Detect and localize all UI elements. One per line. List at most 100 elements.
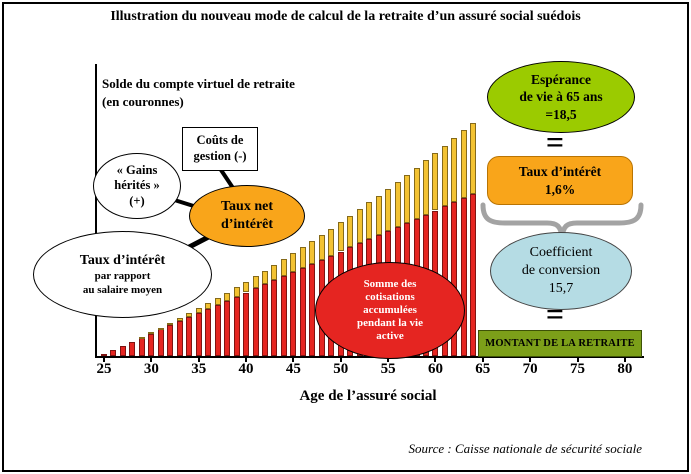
bar-interest-segment xyxy=(309,241,316,264)
taux-net-line2: d’intérêt xyxy=(220,217,274,232)
bar-interest-segment xyxy=(148,332,155,335)
bar-contributions-segment xyxy=(271,280,278,356)
bar-contributions-segment xyxy=(214,304,221,356)
y-axis-label-line2: (en couronnes) xyxy=(102,93,184,109)
cotisations-bubble: Somme des cotisations accumulées pendant… xyxy=(315,262,465,359)
x-tick-label: 40 xyxy=(238,361,254,377)
bar-interest-segment xyxy=(290,253,297,272)
gains-herites-bubble: « Gains hérités » (+) xyxy=(93,153,181,219)
bar-contributions-segment xyxy=(186,317,193,356)
bar-interest-segment xyxy=(347,215,354,248)
bar-interest-segment xyxy=(252,276,259,289)
bar-contributions-segment xyxy=(470,194,477,356)
coefficient-line2: de conversion xyxy=(521,262,601,278)
bar-interest-segment xyxy=(224,292,231,301)
bar-contributions-segment xyxy=(101,354,107,356)
bar-contributions-segment xyxy=(261,284,268,356)
bar-contributions-segment xyxy=(243,292,250,356)
taux-salaire-line3: au salaire moyen xyxy=(82,283,163,296)
gains-herites-line2: hérités » xyxy=(114,178,160,193)
bar-interest-segment xyxy=(299,247,306,268)
bar-interest-segment xyxy=(280,259,287,277)
x-tick-label: 60 xyxy=(427,361,443,377)
bar-contributions-segment xyxy=(129,341,136,356)
bar-contributions-segment xyxy=(290,272,297,356)
bar-contributions-segment xyxy=(167,325,174,356)
bar-contributions-segment xyxy=(233,296,240,356)
taux-interet-box: Taux d’intérêt 1,6% xyxy=(487,156,633,205)
bar-interest-segment xyxy=(356,209,363,244)
taux-salaire-bubble: Taux d’intérêt par rapport au salaire mo… xyxy=(33,231,212,318)
x-tick-mark xyxy=(434,356,437,362)
x-tick-label: 45 xyxy=(285,361,301,377)
x-axis-title: Age de l’assuré social xyxy=(299,388,437,404)
y-axis-label: Solde du compte virtuel de retraite (en … xyxy=(102,75,352,110)
bar-interest-segment xyxy=(385,188,392,231)
bar-contributions-segment xyxy=(119,345,126,356)
bar-interest-segment xyxy=(318,234,325,260)
bar-contributions-segment xyxy=(451,202,458,356)
x-tick-mark xyxy=(623,356,626,362)
coefficient-line1: Coefficient xyxy=(529,244,593,260)
x-tick-label: 75 xyxy=(570,361,585,377)
cotisations-line2: cotisations xyxy=(365,290,415,303)
gains-herites-line1: « Gains xyxy=(116,162,158,177)
bar-interest-segment xyxy=(271,265,278,281)
x-tick-mark xyxy=(150,356,153,362)
source-caption: Source : Caisse nationale de sécurité so… xyxy=(408,441,642,456)
bar-contributions-segment xyxy=(205,308,212,356)
bar-interest-segment xyxy=(451,138,458,203)
bar-interest-segment xyxy=(460,130,467,199)
bar-contributions-segment xyxy=(224,300,231,356)
bar-interest-segment xyxy=(441,145,448,207)
bar-interest-segment xyxy=(404,174,411,223)
bar-interest-segment xyxy=(375,195,382,236)
x-tick-mark xyxy=(481,356,484,362)
x-tick-mark xyxy=(103,356,105,362)
page-title: Illustration du nouveau mode de calcul d… xyxy=(110,9,581,24)
bar-contributions-segment xyxy=(157,329,164,356)
x-tick-label: 30 xyxy=(143,361,159,377)
x-tick-label: 50 xyxy=(333,361,349,377)
bar-contributions-segment xyxy=(309,263,316,356)
couts-gestion-box: Coûts de gestion (-) xyxy=(182,127,258,171)
bar-contributions-segment xyxy=(195,313,202,356)
esperance-vie-bubble: Espérance de vie à 65 ans =18,5 xyxy=(487,61,635,133)
cotisations-line1: Somme des xyxy=(363,277,417,290)
x-tick-label: 65 xyxy=(475,361,491,377)
coefficient-line3: 15,7 xyxy=(548,281,574,297)
bar-interest-segment xyxy=(233,287,240,297)
bar-interest-segment xyxy=(394,181,401,227)
x-tick-mark xyxy=(576,356,579,362)
esperance-vie-line1: Espérance xyxy=(531,71,591,87)
bar-interest-segment xyxy=(432,152,439,211)
bar-contributions-segment xyxy=(460,198,467,356)
bar-interest-segment xyxy=(186,313,193,318)
x-tick-label: 25 xyxy=(96,361,112,377)
x-tick-label: 70 xyxy=(522,361,538,377)
cotisations-line4: pendant la vie xyxy=(356,317,423,330)
bar-contributions-segment xyxy=(252,288,259,356)
bar-interest-segment xyxy=(337,222,344,252)
x-tick-mark xyxy=(339,356,342,362)
bar-contributions-segment xyxy=(176,321,183,356)
taux-net-bubble: Taux net d’intérêt xyxy=(189,185,305,247)
x-tick-mark xyxy=(387,356,390,362)
bar-interest-segment xyxy=(214,298,221,305)
esperance-vie-line3: =18,5 xyxy=(545,106,577,122)
bar-contributions-segment xyxy=(299,267,306,356)
bar-interest-segment xyxy=(366,202,373,240)
x-tick-label: 55 xyxy=(380,361,396,377)
montant-retraite-bar: MONTANT DE LA RETRAITE xyxy=(478,330,642,357)
taux-salaire-line2: par rapport xyxy=(94,270,151,283)
gains-herites-line3: (+) xyxy=(129,193,145,208)
bar-interest-segment xyxy=(195,308,202,313)
bar-contributions-segment xyxy=(110,349,117,356)
bar-interest-segment xyxy=(205,303,212,309)
cotisations-line5: active xyxy=(376,330,404,343)
bar-interest-segment xyxy=(413,167,420,219)
coefficient-bubble: Coefficient de conversion 15,7 xyxy=(490,232,632,310)
bar-interest-segment xyxy=(422,160,429,215)
y-axis-label-line1: Solde du compte virtuel de retraite xyxy=(102,76,295,91)
taux-interet-line1: Taux d’intérêt xyxy=(518,163,602,179)
